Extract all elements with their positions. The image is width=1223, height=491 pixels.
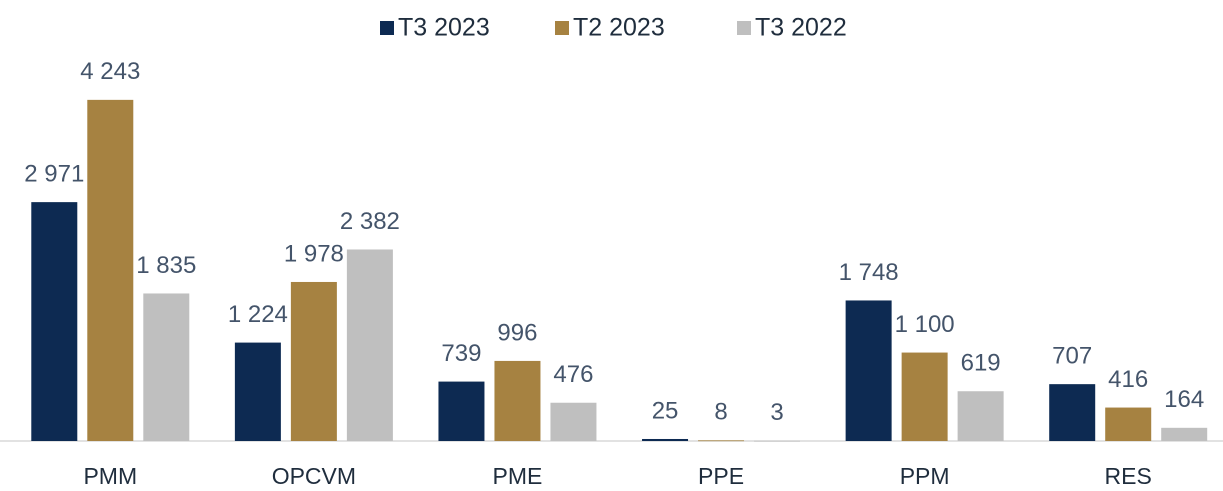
bar (642, 438, 689, 441)
legend-label: T3 2023 (398, 14, 490, 42)
data-label: 3 (770, 399, 783, 426)
bar (290, 281, 337, 441)
bar (1161, 427, 1208, 441)
x-tick-label: PPE (698, 463, 744, 489)
bar (1049, 384, 1096, 441)
bar (234, 342, 281, 441)
data-label: 739 (441, 340, 481, 367)
data-label: 1 224 (228, 301, 288, 328)
x-tick-label: RES (1105, 463, 1152, 489)
legend-label: T2 2023 (573, 14, 665, 42)
legend-swatch (555, 21, 569, 35)
bar (1105, 407, 1152, 441)
bar (845, 300, 892, 441)
bar (346, 249, 393, 441)
data-label: 4 243 (80, 58, 140, 85)
bar (698, 440, 745, 442)
data-label: 25 (652, 397, 679, 424)
x-tick-label: PPM (900, 463, 950, 489)
bar (494, 360, 541, 441)
x-tick-label: OPCVM (272, 463, 356, 489)
bar (438, 381, 485, 441)
data-label: 164 (1164, 386, 1204, 413)
data-label: 476 (553, 361, 593, 388)
data-label: 1 748 (839, 259, 899, 286)
bar (87, 99, 134, 442)
x-tick-label: PMM (83, 463, 137, 489)
legend-swatch (380, 21, 394, 35)
data-label: 8 (714, 399, 727, 426)
bar (143, 293, 190, 441)
data-label: 1 835 (136, 252, 196, 279)
bar (901, 352, 948, 441)
bar (957, 391, 1004, 441)
data-label: 619 (961, 350, 1001, 377)
data-label: 1 100 (895, 311, 955, 338)
bar (31, 202, 78, 441)
legend-swatch (737, 21, 751, 35)
x-tick-label: PME (493, 463, 543, 489)
data-label: 2 971 (24, 160, 84, 187)
data-label: 707 (1052, 343, 1092, 370)
bar (754, 440, 801, 442)
data-label: 2 382 (340, 208, 400, 235)
data-label: 1 978 (284, 240, 344, 267)
bar (550, 402, 597, 441)
data-label: 996 (497, 319, 537, 346)
legend-label: T3 2022 (755, 14, 847, 42)
data-label: 416 (1108, 366, 1148, 393)
